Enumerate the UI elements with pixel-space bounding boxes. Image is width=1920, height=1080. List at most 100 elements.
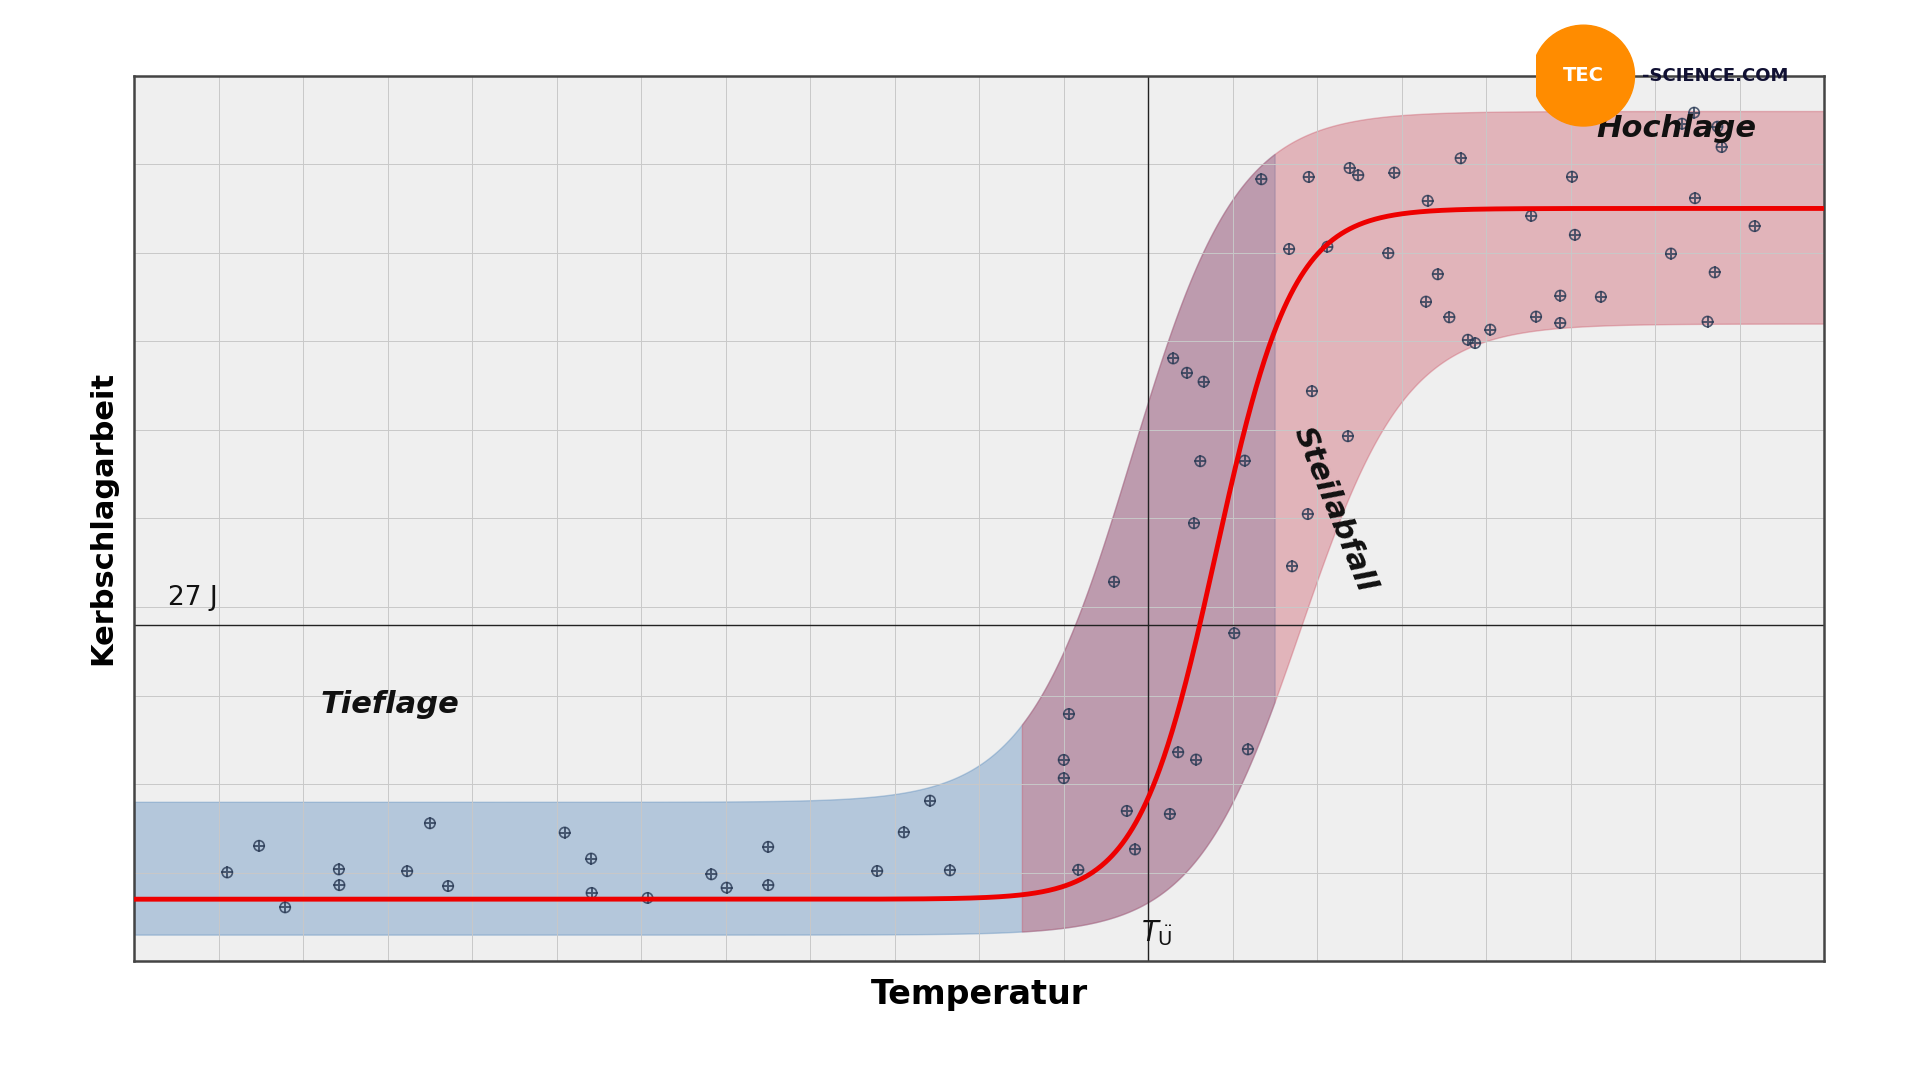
Point — [244, 837, 275, 854]
Point — [710, 879, 741, 896]
Point — [862, 862, 893, 879]
Point — [1459, 335, 1490, 352]
Point — [1219, 624, 1250, 642]
Point — [1154, 806, 1185, 823]
Point — [1521, 308, 1551, 325]
Point — [1434, 309, 1465, 326]
Point — [1475, 321, 1505, 338]
Point — [1188, 373, 1219, 390]
Point — [1459, 335, 1490, 352]
Text: TEC: TEC — [1563, 66, 1603, 85]
Point — [1546, 287, 1576, 305]
Point — [1740, 217, 1770, 234]
Text: Tieflage: Tieflage — [321, 690, 459, 719]
Point — [1273, 241, 1304, 258]
Point — [1692, 313, 1722, 330]
Point — [935, 862, 966, 879]
Point — [1546, 314, 1576, 332]
Point — [1185, 453, 1215, 470]
Point — [753, 838, 783, 855]
Point — [1164, 744, 1194, 761]
Point — [1311, 238, 1342, 255]
Point — [1219, 624, 1250, 642]
Point — [862, 862, 893, 879]
Point — [1277, 557, 1308, 575]
Point — [1119, 841, 1150, 859]
Point — [1294, 168, 1325, 186]
Point — [432, 877, 463, 894]
Point — [1452, 332, 1482, 349]
Point — [1411, 293, 1442, 310]
Point — [1098, 573, 1129, 591]
Point — [576, 850, 607, 867]
Point — [889, 824, 920, 841]
Point — [1557, 168, 1588, 186]
Point — [1112, 802, 1142, 820]
Point — [1517, 207, 1548, 225]
Point — [1064, 861, 1094, 878]
Point — [324, 877, 355, 894]
Point — [1048, 770, 1079, 787]
Point — [753, 877, 783, 894]
Text: $T_{\ddot{\mathrm{U}}}$: $T_{\ddot{\mathrm{U}}}$ — [1140, 918, 1173, 948]
Point — [1246, 171, 1277, 188]
Point — [1423, 266, 1453, 283]
Point — [576, 885, 607, 902]
Point — [432, 877, 463, 894]
Point — [415, 814, 445, 832]
Point — [632, 889, 662, 906]
Point — [1158, 350, 1188, 367]
Point — [1054, 705, 1085, 723]
Point — [324, 877, 355, 894]
Point — [1379, 164, 1409, 181]
Point — [1164, 744, 1194, 761]
Text: -SCIENCE.COM: -SCIENCE.COM — [1642, 67, 1788, 84]
Point — [1521, 308, 1551, 325]
Point — [1064, 861, 1094, 878]
Point — [914, 792, 945, 809]
Point — [549, 824, 580, 841]
Point — [1678, 104, 1709, 121]
Point — [1292, 505, 1323, 523]
Point — [1054, 705, 1085, 723]
Point — [1434, 309, 1465, 326]
Point — [576, 850, 607, 867]
Point — [244, 837, 275, 854]
Point — [1342, 166, 1373, 184]
Point — [1158, 350, 1188, 367]
Point — [1413, 192, 1444, 210]
Point — [1373, 244, 1404, 261]
Point — [1692, 313, 1722, 330]
Point — [710, 879, 741, 896]
Point — [1342, 166, 1373, 184]
Point — [1185, 453, 1215, 470]
Y-axis label: Kerbschlagarbeit: Kerbschlagarbeit — [88, 372, 117, 665]
Point — [1475, 321, 1505, 338]
Point — [1655, 245, 1686, 262]
Point — [1411, 293, 1442, 310]
Point — [1112, 802, 1142, 820]
Point — [1379, 164, 1409, 181]
Point — [1154, 806, 1185, 823]
Point — [1119, 841, 1150, 859]
Point — [1181, 751, 1212, 768]
Point — [1048, 752, 1079, 769]
Point — [1246, 171, 1277, 188]
Point — [1740, 217, 1770, 234]
Point — [889, 824, 920, 841]
Point — [1680, 190, 1711, 207]
Point — [1586, 288, 1617, 306]
Point — [1296, 382, 1327, 400]
Text: Steilabfall: Steilabfall — [1288, 422, 1380, 596]
Point — [1179, 515, 1210, 532]
Point — [1586, 288, 1617, 306]
Point — [632, 889, 662, 906]
Point — [392, 863, 422, 880]
Point — [1707, 138, 1738, 156]
Point — [392, 863, 422, 880]
Point — [1557, 168, 1588, 186]
Point — [1699, 264, 1730, 281]
Point — [1699, 264, 1730, 281]
Point — [1517, 207, 1548, 225]
Point — [1452, 332, 1482, 349]
